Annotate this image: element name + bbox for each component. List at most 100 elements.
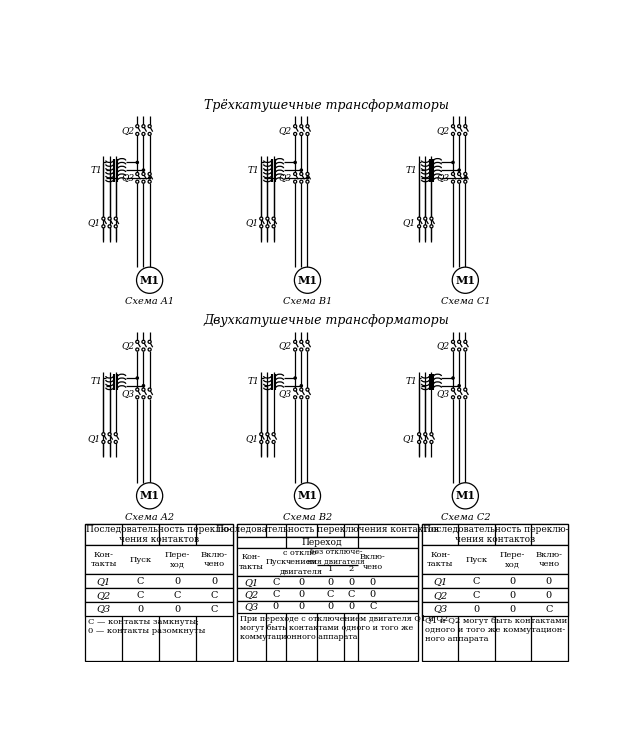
Text: Q1: Q1 (244, 577, 258, 586)
Circle shape (148, 173, 151, 176)
Text: M1: M1 (298, 490, 317, 501)
Circle shape (102, 433, 105, 436)
Text: Q3: Q3 (437, 173, 450, 182)
Circle shape (452, 348, 455, 351)
Bar (422, 602, 569, 616)
Bar (422, 545, 569, 574)
Circle shape (294, 267, 321, 293)
Circle shape (306, 180, 309, 183)
Circle shape (458, 340, 460, 344)
Text: Схема B1: Схема B1 (283, 298, 332, 307)
Circle shape (266, 440, 269, 443)
Text: Двухкатушечные трансформаторы: Двухкатушечные трансформаторы (203, 314, 449, 327)
Circle shape (430, 217, 433, 220)
Text: Кон-
такты: Кон- такты (427, 551, 453, 568)
Circle shape (300, 180, 303, 183)
Circle shape (424, 440, 427, 443)
Text: 0: 0 (546, 577, 552, 586)
Bar (237, 536, 418, 548)
Text: Q2: Q2 (121, 341, 134, 350)
Bar (85, 524, 233, 661)
Circle shape (300, 340, 303, 344)
Circle shape (300, 388, 303, 391)
Circle shape (148, 348, 151, 351)
Circle shape (294, 161, 296, 164)
Circle shape (294, 173, 296, 176)
Circle shape (458, 173, 460, 176)
Circle shape (452, 173, 455, 176)
Circle shape (306, 396, 309, 399)
Circle shape (458, 132, 460, 135)
Circle shape (306, 388, 309, 391)
Text: Q1: Q1 (245, 434, 258, 443)
Circle shape (142, 173, 145, 176)
Circle shape (430, 440, 433, 443)
Circle shape (148, 388, 151, 391)
Text: C: C (473, 591, 480, 600)
Text: Q3: Q3 (121, 389, 134, 398)
Bar (85, 524, 233, 545)
Circle shape (452, 161, 454, 164)
Circle shape (300, 385, 303, 387)
Circle shape (259, 433, 263, 436)
Circle shape (102, 225, 105, 228)
Circle shape (142, 385, 144, 387)
Bar (422, 574, 569, 589)
Bar (85, 574, 233, 589)
Text: без отключе-
ния двигателя: без отключе- ния двигателя (307, 548, 365, 565)
Circle shape (464, 132, 467, 135)
Bar (286, 536, 358, 548)
Circle shape (142, 340, 145, 344)
Circle shape (102, 217, 105, 220)
Circle shape (108, 440, 111, 443)
Text: 0: 0 (509, 591, 516, 600)
Text: 0: 0 (298, 602, 305, 612)
Text: Q2: Q2 (244, 590, 258, 599)
Text: 0: 0 (174, 577, 181, 586)
Text: Пере-
ход: Пере- ход (165, 551, 190, 568)
Text: 0: 0 (298, 590, 305, 599)
Circle shape (452, 483, 478, 509)
Text: T1: T1 (406, 166, 418, 175)
Circle shape (148, 180, 151, 183)
Text: Трёхкатушечные трансформаторы: Трёхкатушечные трансформаторы (204, 98, 448, 112)
Text: 0: 0 (370, 590, 376, 599)
Circle shape (272, 440, 275, 443)
Text: 0: 0 (174, 605, 181, 614)
Bar (237, 524, 418, 536)
Circle shape (294, 483, 321, 509)
Circle shape (148, 176, 151, 179)
Text: Q1 и Q2 могут быть контактами
одного и того же коммутацион-
ного аппарата: Q1 и Q2 могут быть контактами одного и т… (425, 617, 567, 643)
Text: Схема A2: Схема A2 (125, 513, 174, 522)
Circle shape (306, 132, 309, 135)
Text: 0: 0 (273, 602, 279, 612)
Circle shape (108, 433, 111, 436)
Circle shape (102, 440, 105, 443)
Circle shape (294, 348, 296, 351)
Text: Пуск: Пуск (466, 556, 488, 564)
Text: 1: 1 (328, 565, 333, 573)
Text: Q3: Q3 (437, 389, 450, 398)
Bar (237, 589, 418, 600)
Text: C: C (348, 590, 355, 599)
Circle shape (266, 433, 269, 436)
Text: Q2: Q2 (433, 591, 447, 600)
Text: T1: T1 (90, 377, 102, 386)
Circle shape (272, 217, 275, 220)
Text: C: C (327, 590, 335, 599)
Circle shape (464, 340, 467, 344)
Text: M1: M1 (455, 490, 475, 501)
Circle shape (137, 483, 163, 509)
Circle shape (452, 340, 455, 344)
Text: Q1: Q1 (433, 577, 447, 586)
Circle shape (135, 396, 139, 399)
Bar (422, 589, 569, 602)
Circle shape (294, 180, 296, 183)
Circle shape (464, 125, 467, 128)
Circle shape (452, 396, 455, 399)
Text: 0: 0 (509, 577, 516, 586)
Circle shape (464, 180, 467, 183)
Circle shape (430, 433, 433, 436)
Text: 0: 0 (211, 577, 218, 586)
Circle shape (418, 440, 420, 443)
